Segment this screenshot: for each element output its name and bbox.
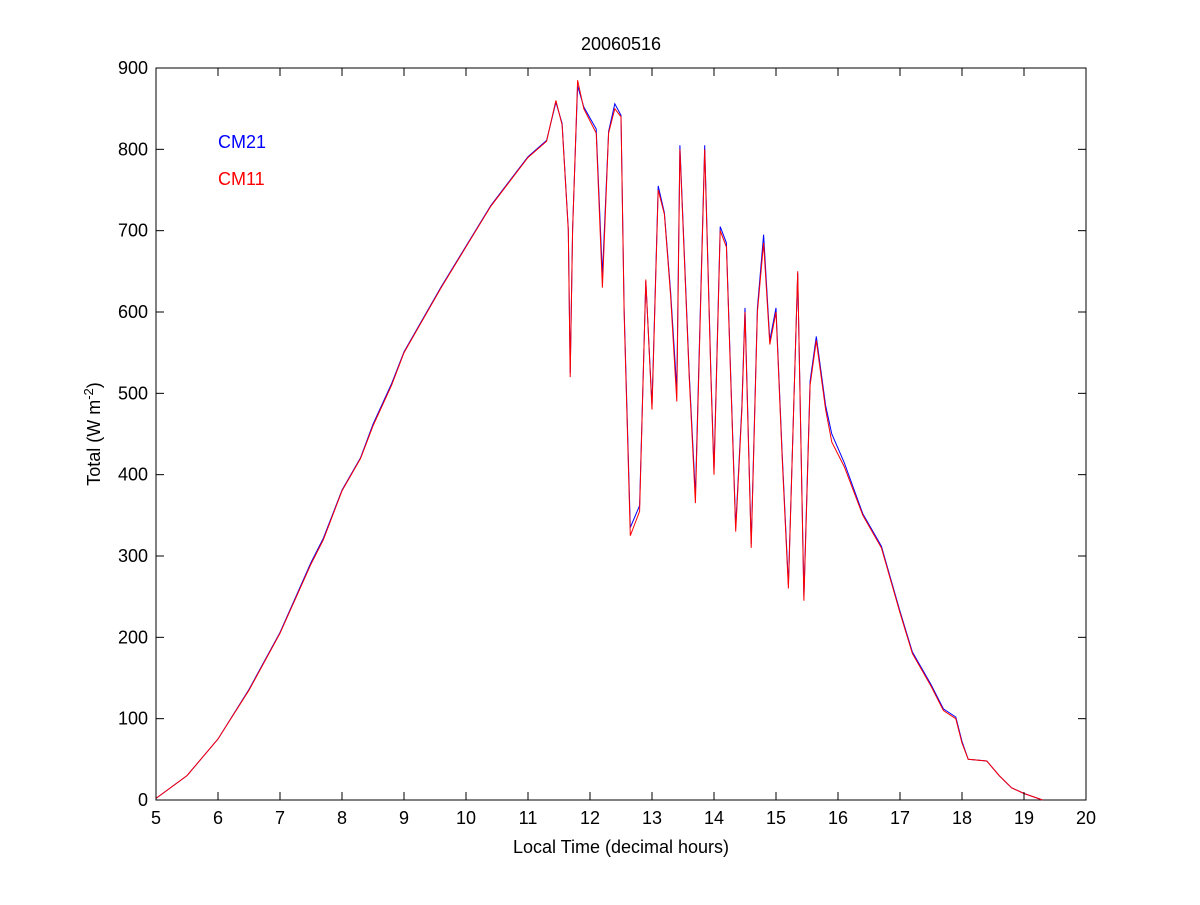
legend-cm11: CM11 (218, 169, 265, 189)
legend-cm21: CM21 (218, 132, 266, 152)
y-tick-label: 100 (118, 709, 148, 729)
y-tick-label: 700 (118, 221, 148, 241)
x-tick-label: 7 (275, 808, 285, 828)
x-axis-label: Local Time (decimal hours) (513, 837, 729, 857)
x-tick-label: 18 (952, 808, 972, 828)
y-tick-label: 600 (118, 302, 148, 322)
x-tick-label: 12 (580, 808, 600, 828)
y-tick-label: 200 (118, 627, 148, 647)
y-axis-label: Total (W m-2) (81, 382, 104, 486)
y-tick-label: 300 (118, 546, 148, 566)
x-tick-label: 16 (828, 808, 848, 828)
plot-area (156, 68, 1086, 800)
y-tick-label: 400 (118, 465, 148, 485)
x-tick-label: 10 (456, 808, 476, 828)
x-tick-label: 5 (151, 808, 161, 828)
x-tick-label: 17 (890, 808, 910, 828)
x-tick-label: 20 (1076, 808, 1096, 828)
x-tick-label: 8 (337, 808, 347, 828)
x-tick-label: 14 (704, 808, 724, 828)
x-tick-label: 15 (766, 808, 786, 828)
y-tick-label: 900 (118, 58, 148, 78)
y-tick-label: 0 (138, 790, 148, 810)
y-tick-label: 800 (118, 139, 148, 159)
y-tick-label: 500 (118, 383, 148, 403)
x-tick-label: 6 (213, 808, 223, 828)
x-tick-label: 11 (519, 808, 538, 828)
x-tick-label: 9 (399, 808, 409, 828)
chart-title: 20060516 (581, 34, 661, 54)
x-tick-label: 13 (642, 808, 662, 828)
x-tick-label: 19 (1014, 808, 1034, 828)
